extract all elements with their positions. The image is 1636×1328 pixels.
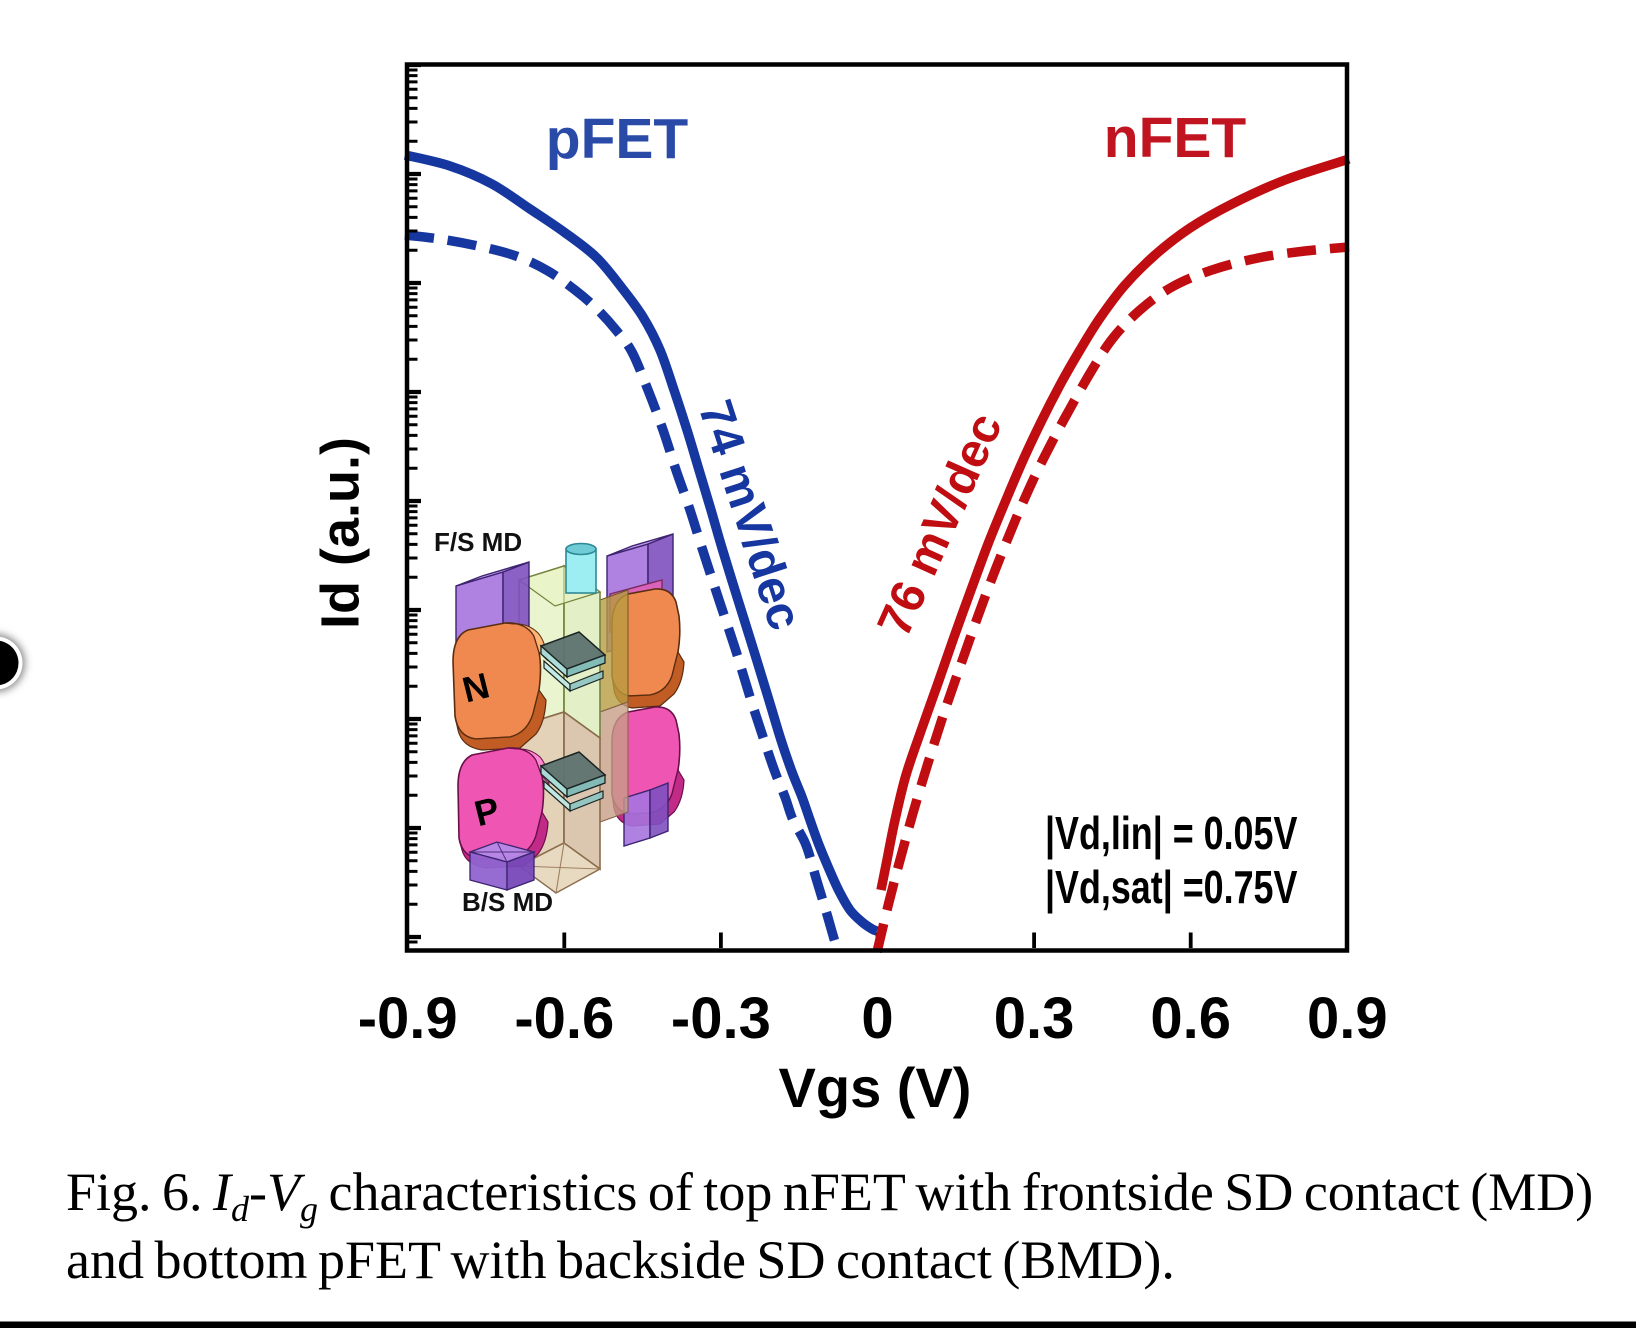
svg-text:and bottom pFET with backside: and bottom pFET with backside SD contact… xyxy=(66,1230,1175,1290)
svg-text:0.3: 0.3 xyxy=(994,986,1075,1051)
svg-text:F/S MD: F/S MD xyxy=(434,527,522,557)
svg-text:0.9: 0.9 xyxy=(1307,986,1388,1051)
svg-text:|Vd,sat| =0.75V: |Vd,sat| =0.75V xyxy=(1045,862,1298,913)
svg-text:B/S MD: B/S MD xyxy=(462,887,553,917)
svg-text:0: 0 xyxy=(861,986,893,1051)
svg-text:Fig. 6. Id-Vg characteristics: Fig. 6. Id-Vg characteristics of top nFE… xyxy=(66,1162,1593,1229)
svg-text:Id (a.u.): Id (a.u.) xyxy=(310,437,370,629)
svg-text:nFET: nFET xyxy=(1104,106,1247,170)
svg-text:-0.6: -0.6 xyxy=(514,986,614,1051)
svg-text:|Vd,lin| = 0.05V: |Vd,lin| = 0.05V xyxy=(1045,808,1298,859)
svg-text:-0.9: -0.9 xyxy=(358,986,458,1051)
svg-text:-0.3: -0.3 xyxy=(671,986,771,1051)
svg-text:0.6: 0.6 xyxy=(1150,986,1231,1051)
svg-text:pFET: pFET xyxy=(546,107,689,171)
svg-text:Vgs (V): Vgs (V) xyxy=(779,1056,972,1119)
